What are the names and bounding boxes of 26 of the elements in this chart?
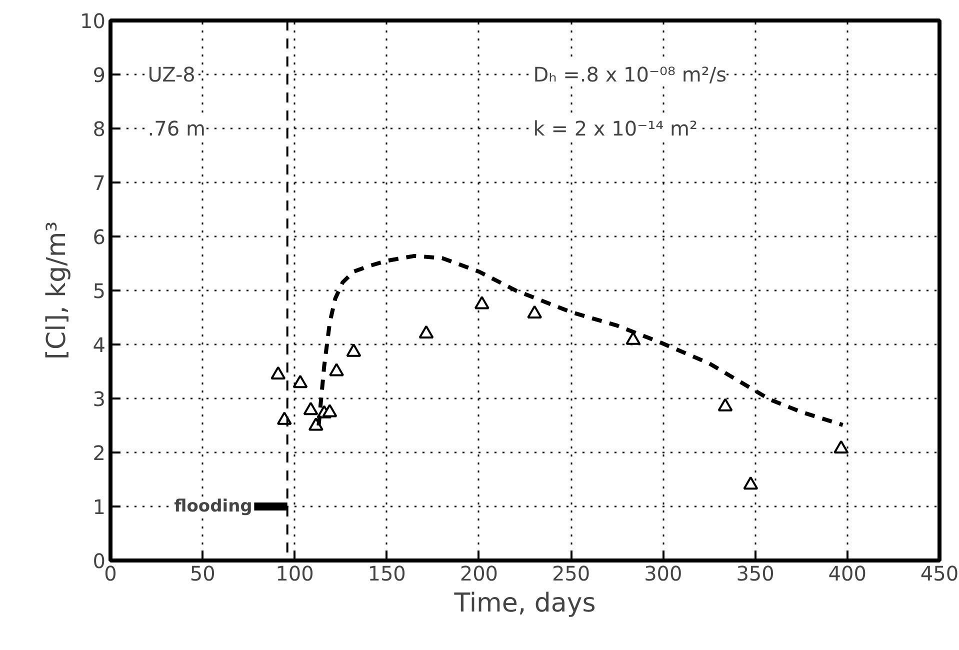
annotation: Dₕ =.8 x 10⁻⁰⁸ m²/s xyxy=(533,62,727,86)
y-tick-label: 5 xyxy=(92,279,106,303)
x-tick-label: 350 xyxy=(736,562,774,586)
y-axis-title: [Cl], kg/m³ xyxy=(42,221,72,360)
annotation: k = 2 x 10⁻¹⁴ m² xyxy=(533,116,698,140)
x-axis-title: Time, days xyxy=(453,588,596,618)
y-tick-label: 9 xyxy=(92,63,106,87)
y-tick-label: 2 xyxy=(92,441,106,465)
x-tick-label: 300 xyxy=(644,562,682,586)
y-tick-label: 4 xyxy=(92,333,106,357)
x-tick-label: 100 xyxy=(276,562,314,586)
y-tick-label: 10 xyxy=(80,9,106,33)
y-tick-label: 6 xyxy=(92,225,106,249)
ref-line-label: flooding xyxy=(174,496,252,516)
y-tick-label: 7 xyxy=(92,171,106,195)
y-tick-label: 1 xyxy=(92,495,106,519)
x-tick-label: 150 xyxy=(368,562,406,586)
x-tick-label: 50 xyxy=(190,562,216,586)
y-tick-label: 3 xyxy=(92,387,106,411)
x-tick-label: 400 xyxy=(828,562,866,586)
annotation: .76 m xyxy=(148,116,206,140)
x-tick-label: 250 xyxy=(552,562,590,586)
annotation: UZ-8 xyxy=(148,62,196,86)
y-tick-label: 8 xyxy=(92,117,106,141)
x-tick-label: 200 xyxy=(460,562,498,586)
x-tick-label: 450 xyxy=(920,562,959,586)
